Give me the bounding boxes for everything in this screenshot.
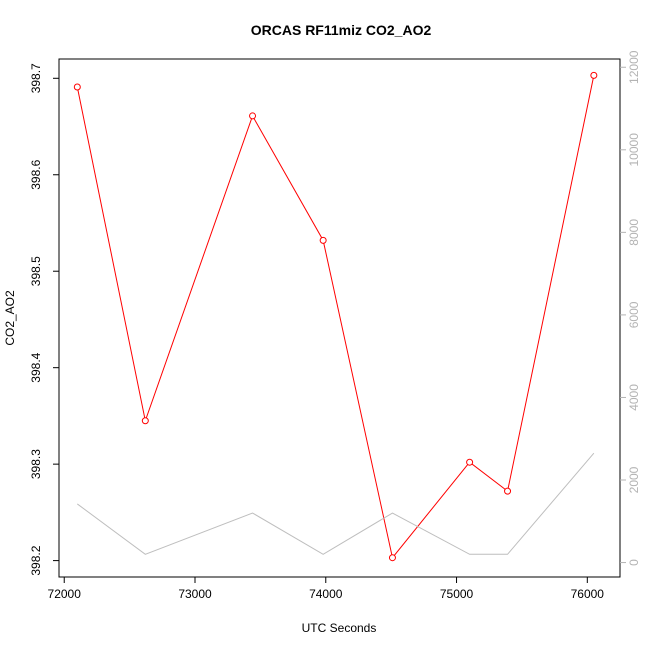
y2-tick-label: 4000 — [627, 384, 641, 411]
data-point — [141, 417, 149, 425]
y-tick-label: 398.4 — [29, 352, 43, 382]
y-tick-label: 398.5 — [29, 256, 43, 286]
x-tick-label: 73000 — [178, 587, 212, 601]
series-line-left — [76, 75, 595, 559]
data-point — [73, 83, 81, 91]
y2-axis: 0 2000 4000 6000 8000 10000 12000 — [620, 50, 641, 566]
data-point — [249, 112, 257, 120]
data-point — [466, 458, 474, 466]
y-tick-label: 398.6 — [29, 159, 43, 189]
y2-tick-label: 0 — [627, 559, 641, 566]
y-axis-label: CO2_AO2 — [3, 290, 17, 346]
y2-tick-label: 10000 — [627, 133, 641, 167]
plot-frame — [58, 58, 621, 578]
x-tick-label: 72000 — [48, 587, 82, 601]
x-axis: 72000 73000 74000 75000 76000 — [48, 577, 605, 601]
x-tick-label: 76000 — [571, 587, 605, 601]
data-point — [388, 554, 396, 562]
x-tick-label: 74000 — [309, 587, 343, 601]
y-axis: 398.2 398.3 398.4 398.5 398.6 398.7 — [29, 63, 59, 576]
x-axis-label: UTC Seconds — [302, 621, 377, 635]
y-tick-label: 398.3 — [29, 449, 43, 479]
data-point — [590, 71, 598, 79]
y-tick-label: 398.2 — [29, 545, 43, 575]
y2-tick-label: 8000 — [627, 219, 641, 246]
y2-tick-label: 6000 — [627, 301, 641, 328]
y-tick-label: 398.7 — [29, 63, 43, 93]
series-line-right — [77, 452, 595, 555]
y2-tick-label: 12000 — [627, 50, 641, 84]
x-tick-label: 75000 — [440, 587, 474, 601]
series-layer — [73, 71, 598, 562]
data-point — [319, 236, 327, 244]
y2-tick-label: 2000 — [627, 466, 641, 493]
chart-title: ORCAS RF11miz CO2_AO2 — [251, 22, 432, 38]
data-point — [504, 487, 512, 495]
